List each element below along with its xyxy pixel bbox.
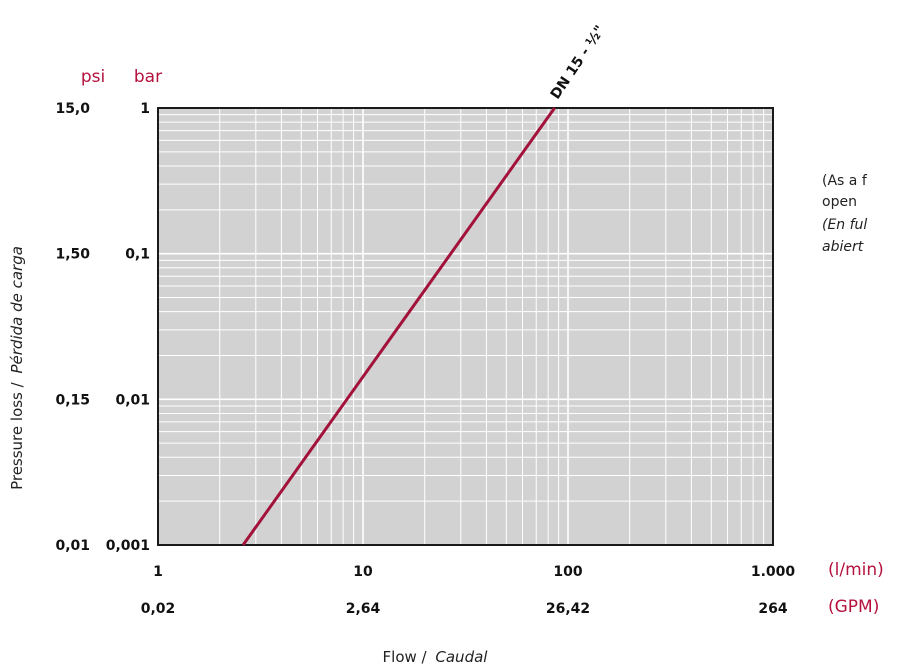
y-axis-title: Pressure loss / Pérdida de carga	[8, 246, 26, 490]
y-tick-label-bar: 0,1	[125, 247, 150, 263]
series-label: DN 15 - ½"	[548, 23, 609, 102]
y-tick-label-bar: 1	[140, 101, 150, 117]
unit-l-per-min: (l/min)	[828, 560, 884, 580]
x-tick-label-lmin: 10	[353, 564, 373, 580]
series-line-dn15	[241, 107, 556, 546]
y-axis-title-en: Pressure loss /	[8, 381, 26, 490]
x-tick-label-gpm: 26,42	[546, 601, 590, 617]
y-tick-label-bar: 0,001	[106, 538, 150, 554]
y-tick-label-psi: 15,0	[55, 101, 90, 117]
y-tick-label-psi: 0,15	[55, 392, 90, 408]
x-tick-label-lmin: 1	[153, 564, 163, 580]
note-line-1: (As a f	[822, 173, 868, 189]
x-axis-title-es: Caudal	[435, 648, 488, 666]
x-axis-title-en: Flow /	[383, 648, 428, 666]
y-axis-title-es: Pérdida de carga	[8, 246, 26, 373]
y-tick-label-psi: 0,01	[55, 538, 90, 554]
unit-gpm: (GPM)	[828, 597, 879, 617]
unit-bar: bar	[134, 67, 162, 87]
y-tick-label-bar: 0,01	[115, 392, 150, 408]
unit-psi: psi	[81, 67, 105, 87]
labels-layer: 1 0,02 10 2,64 100 26,42 1.000 264 0,001 0,01 0,01…	[55, 101, 795, 617]
x-tick-label-gpm: 264	[758, 601, 787, 617]
note-line-4: abiert	[822, 239, 864, 255]
x-tick-label-lmin: 1.000	[751, 564, 796, 580]
note-line-3: (En ful	[822, 217, 867, 233]
x-tick-label-lmin: 100	[553, 564, 582, 580]
grid-lines	[157, 107, 774, 546]
plot-background	[158, 108, 773, 545]
y-tick-label-psi: 1,50	[55, 247, 90, 263]
x-axis-title: Flow / Caudal	[383, 648, 489, 666]
x-tick-label-gpm: 2,64	[346, 601, 381, 617]
plot-frame	[157, 107, 774, 546]
note-line-2: open	[822, 194, 857, 210]
note-text: (As a f open (En ful abiert	[822, 173, 868, 255]
x-tick-label-gpm: 0,02	[141, 601, 176, 617]
